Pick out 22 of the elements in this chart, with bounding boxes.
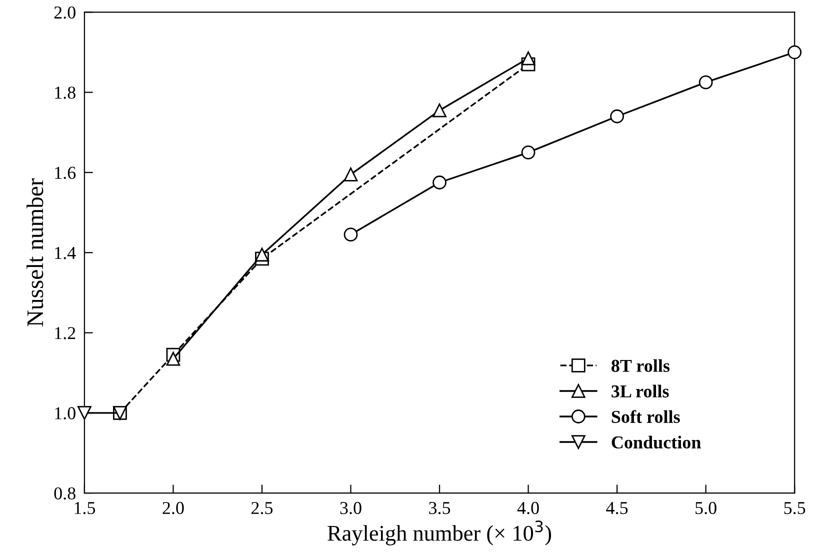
legend-label: 8T rolls bbox=[612, 359, 670, 372]
y-tick-label: 1.2 bbox=[55, 327, 76, 340]
y-tick-label: 1.8 bbox=[55, 86, 76, 99]
x-tick-label: 4.5 bbox=[606, 502, 628, 514]
x-tick-label: 2.5 bbox=[252, 502, 273, 514]
y-tick-label: 0.8 bbox=[54, 487, 76, 500]
x-tick-label: 1.5 bbox=[74, 502, 96, 514]
y-axis-title: Nusselt number bbox=[26, 178, 44, 326]
x-tick-label: 3.5 bbox=[429, 502, 450, 514]
y-tick-label: 1.6 bbox=[55, 166, 76, 179]
x-tick-label: 2.0 bbox=[162, 502, 184, 514]
x-tick-label: 5.0 bbox=[696, 502, 716, 514]
legend-label: 3L rolls bbox=[612, 384, 669, 398]
y-tick-label: 1.4 bbox=[55, 246, 76, 260]
legend-label: Conduction bbox=[612, 436, 701, 449]
y-tick-label: 2.0 bbox=[54, 6, 76, 19]
x-tick-label: 4.0 bbox=[517, 502, 539, 514]
x-tick-label: 3.0 bbox=[340, 502, 362, 514]
legend-label: Soft rolls bbox=[612, 410, 680, 423]
y-tick-label: 1.0 bbox=[55, 407, 76, 420]
x-axis-title: Rayleigh number (× 10$^{3}$) bbox=[328, 520, 552, 546]
x-tick-label: 5.5 bbox=[784, 502, 806, 514]
